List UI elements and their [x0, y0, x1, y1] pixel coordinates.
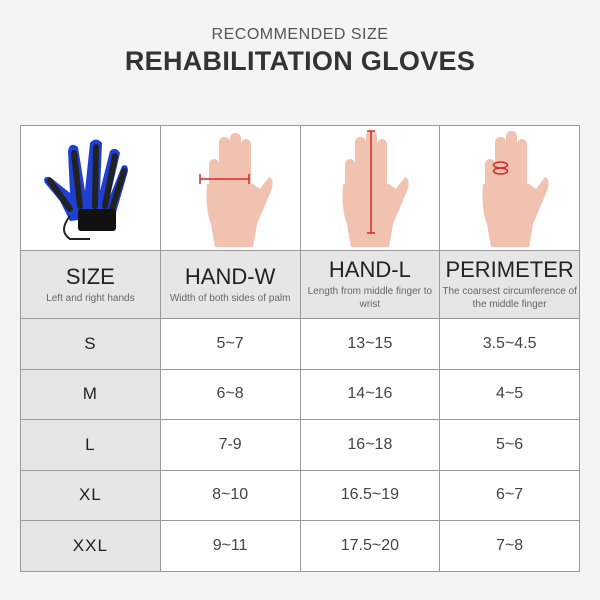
column-header-hand-l: HAND-L Length from middle finger to wrist	[299, 250, 441, 319]
hand-width-image-cell	[159, 125, 301, 251]
page-title: REHABILITATION GLOVES	[124, 46, 476, 76]
header-description: Length from middle finger to wrist	[307, 286, 433, 310]
subtitle: RECOMMENDED SIZE	[211, 26, 389, 43]
table-row: L 7-9 16~18 5~6	[20, 419, 580, 471]
size-chart-table: SIZE Left and right hands HAND-W Width of …	[20, 125, 580, 572]
value-cell: 6~8	[159, 368, 301, 420]
value-cell: 4~5	[439, 368, 580, 420]
value-cell: 8~10	[159, 469, 301, 521]
table-row: XXL 9~11 17.5~20 7~8	[20, 520, 580, 572]
value-cell: 7-9	[159, 419, 301, 471]
glove-image-cell	[20, 125, 161, 251]
value-cell: 5~7	[159, 318, 301, 370]
hand-length-image-cell	[299, 125, 441, 251]
perimeter-image-cell	[439, 125, 580, 251]
column-header-perimeter: PERIMETER The coarsest circumference of t…	[439, 250, 580, 319]
value-cell: 16~18	[299, 419, 441, 471]
header-label: PERIMETER	[445, 257, 574, 282]
header-label: SIZE	[65, 263, 115, 289]
value-cell: 13~15	[299, 318, 441, 370]
hand-length-measure-icon	[342, 130, 409, 247]
robotic-glove-icon	[44, 139, 129, 240]
table-row: M 6~8 14~16 4~5	[20, 368, 580, 420]
value-cell: 7~8	[439, 520, 580, 572]
size-cell: XXL	[20, 520, 161, 572]
size-cell: S	[20, 318, 161, 370]
header-description: The coarsest circumference of the middle…	[442, 286, 577, 310]
column-header-hand-w: HAND-W Width of both sides of palm	[159, 250, 301, 319]
size-cell: M	[20, 368, 161, 420]
value-cell: 3.5~4.5	[439, 318, 580, 370]
header-label: HAND-W	[184, 263, 276, 289]
value-cell: 5~6	[439, 419, 580, 471]
value-cell: 16.5~19	[299, 469, 441, 521]
value-cell: 14~16	[299, 368, 441, 420]
finger-circumference-measure-icon	[482, 131, 549, 247]
value-cell: 17.5~20	[299, 520, 441, 572]
hand-width-measure-icon	[199, 133, 273, 247]
size-cell: XL	[20, 469, 161, 521]
column-header-size: SIZE Left and right hands	[20, 250, 161, 319]
value-cell: 6~7	[439, 469, 580, 521]
header-description: Width of both sides of palm	[169, 292, 291, 304]
table-row: XL 8~10 16.5~19 6~7	[20, 469, 580, 521]
value-cell: 9~11	[159, 520, 301, 572]
header-description: Left and right hands	[46, 292, 135, 304]
header-label: HAND-L	[328, 257, 411, 282]
size-cell: L	[20, 419, 161, 471]
table-row: S 5~7 13~15 3.5~4.5	[20, 318, 580, 370]
